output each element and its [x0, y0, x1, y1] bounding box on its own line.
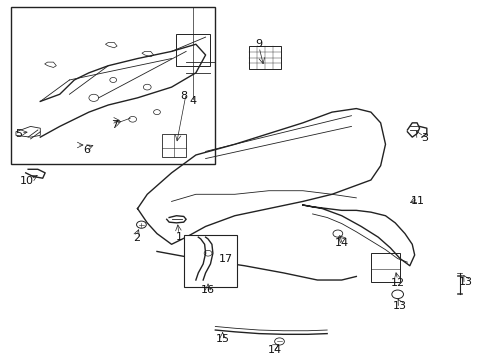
Bar — [176, 33, 210, 66]
Text: 4: 4 — [189, 96, 197, 107]
Text: 8: 8 — [180, 91, 187, 101]
Text: 6: 6 — [83, 145, 90, 155]
Text: 10: 10 — [20, 176, 34, 186]
Text: 17: 17 — [219, 253, 233, 264]
Text: 13: 13 — [458, 277, 472, 287]
Bar — [249, 46, 281, 69]
Text: 5: 5 — [15, 129, 22, 139]
Text: 15: 15 — [215, 334, 229, 344]
Text: 2: 2 — [133, 233, 140, 243]
Text: 13: 13 — [392, 301, 406, 311]
Bar — [183, 235, 237, 287]
Text: 9: 9 — [255, 39, 262, 49]
Text: 14: 14 — [334, 238, 348, 248]
Text: 3: 3 — [420, 133, 427, 143]
Text: 11: 11 — [410, 197, 424, 206]
Text: 7: 7 — [111, 120, 118, 130]
Text: 16: 16 — [201, 285, 215, 295]
Bar — [11, 7, 215, 164]
Text: 12: 12 — [390, 278, 404, 288]
Bar — [370, 253, 399, 282]
Text: 14: 14 — [267, 345, 281, 355]
Text: 1: 1 — [175, 232, 182, 242]
Bar — [162, 134, 186, 157]
